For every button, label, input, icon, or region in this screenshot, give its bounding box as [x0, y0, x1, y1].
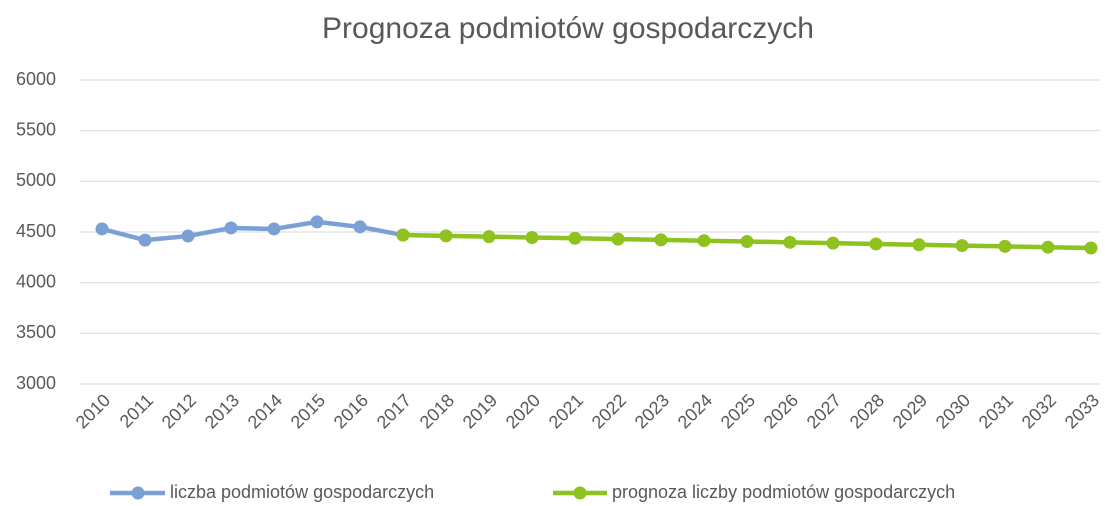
point: [568, 231, 582, 245]
y-tick-label: 3500: [16, 322, 56, 342]
series-line: [101, 219, 404, 243]
x-tick-label: 2016: [330, 390, 372, 432]
point: [353, 220, 367, 234]
x-tick-label: 2023: [631, 390, 673, 432]
point: [1041, 240, 1055, 254]
point: [697, 234, 711, 248]
x-tick-label: 2012: [158, 390, 200, 432]
x-tick-label: 2024: [674, 390, 716, 432]
x-tick-label: 2021: [545, 390, 587, 432]
x-tick-label: 2019: [459, 390, 501, 432]
x-tick-label: 2026: [760, 390, 802, 432]
point: [611, 232, 625, 246]
y-tick-label: 4000: [16, 271, 56, 291]
x-tick-label: 2031: [975, 390, 1017, 432]
legend-label: liczba podmiotów gospodarczych: [170, 482, 434, 502]
point: [224, 221, 238, 235]
point: [740, 235, 754, 249]
point: [912, 238, 926, 252]
y-tick-label: 6000: [16, 69, 56, 89]
legend-marker: [573, 486, 587, 500]
x-tick-label: 2017: [373, 390, 415, 432]
y-tick-label: 4500: [16, 221, 56, 241]
x-tick-label: 2010: [72, 390, 114, 432]
x-tick-label: 2014: [244, 390, 286, 432]
x-tick-label: 2015: [287, 390, 329, 432]
x-tick-label: 2028: [846, 390, 888, 432]
y-tick-label: 5000: [16, 170, 56, 190]
x-tick-label: 2020: [502, 390, 544, 432]
point: [138, 233, 152, 247]
legend-marker: [131, 486, 145, 500]
point: [181, 229, 195, 243]
x-tick-label: 2027: [803, 390, 845, 432]
point: [826, 236, 840, 250]
x-tick-label: 2030: [932, 390, 974, 432]
point: [267, 222, 281, 236]
y-tick-label: 3000: [16, 373, 56, 393]
point: [869, 237, 883, 251]
point: [654, 233, 668, 247]
y-tick-label: 5500: [16, 119, 56, 139]
point: [955, 239, 969, 253]
point: [525, 230, 539, 244]
x-tick-label: 2029: [889, 390, 931, 432]
x-tick-label: 2033: [1061, 390, 1103, 432]
point: [310, 215, 324, 229]
point: [95, 222, 109, 236]
x-tick-label: 2032: [1018, 390, 1060, 432]
point: [396, 228, 410, 242]
x-tick-label: 2011: [116, 390, 158, 432]
legend-label: prognoza liczby podmiotów gospodarczych: [612, 482, 955, 502]
point: [482, 230, 496, 244]
chart-title: Prognoza podmiotów gospodarczych: [322, 12, 814, 45]
x-tick-label: 2018: [416, 390, 458, 432]
point: [783, 235, 797, 249]
x-tick-label: 2025: [717, 390, 759, 432]
point: [1084, 241, 1098, 255]
point: [439, 229, 453, 243]
x-tick-label: 2022: [588, 390, 630, 432]
x-tick-label: 2013: [201, 390, 243, 432]
point: [998, 239, 1012, 253]
